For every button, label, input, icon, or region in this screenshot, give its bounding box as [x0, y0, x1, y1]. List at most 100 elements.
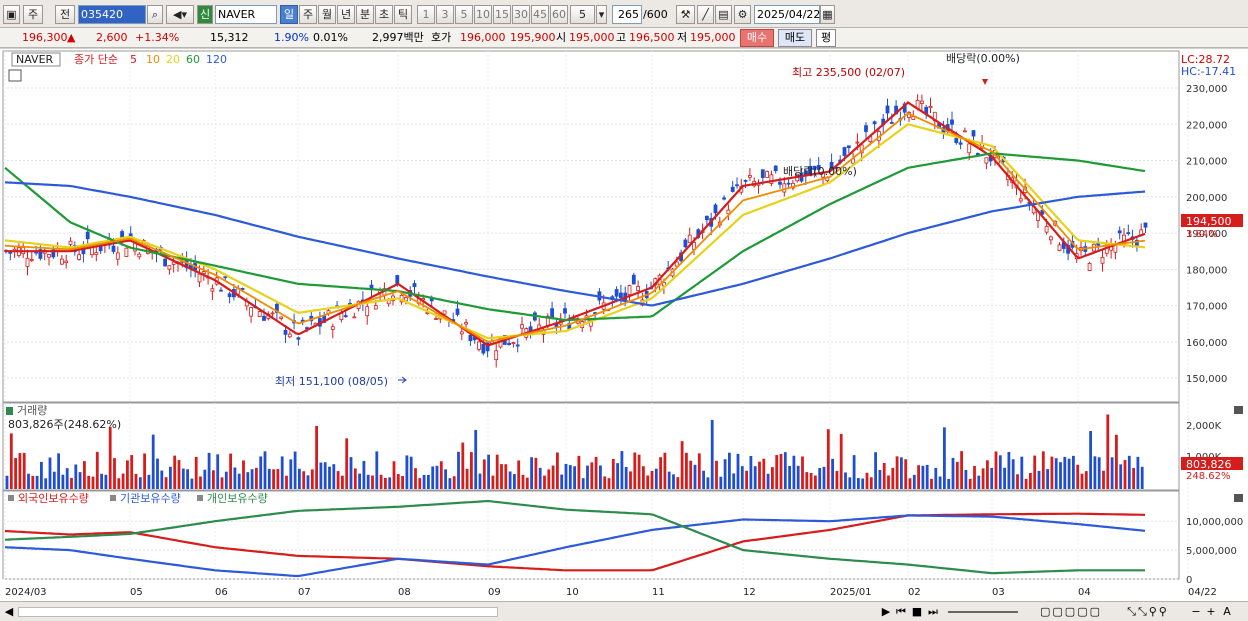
interval-15[interactable]: 15	[493, 5, 511, 24]
candle-body	[928, 105, 933, 109]
volume-bar	[697, 453, 701, 489]
draw-line-icon[interactable]: ╱	[697, 5, 714, 24]
speaker-icon[interactable]: ◀▾	[166, 5, 194, 24]
interval-dropdown-icon[interactable]: ▾	[596, 5, 607, 24]
current-pct-tag: 3.84%	[1186, 229, 1218, 240]
candle-body	[459, 331, 464, 335]
volume-bar	[998, 455, 1002, 489]
scroll-left-icon[interactable]: ◀	[4, 605, 14, 618]
candle-body	[674, 261, 679, 267]
period-0[interactable]: 일	[280, 5, 298, 24]
volume-bar	[405, 455, 409, 489]
ma-10-line	[4, 112, 1146, 343]
font-size-button[interactable]: A	[1223, 605, 1231, 618]
volume-close-icon	[1234, 406, 1243, 414]
volume-bar	[943, 427, 946, 489]
volume-bar	[83, 461, 86, 489]
period-2[interactable]: 월	[318, 5, 336, 24]
period-5[interactable]: 초	[375, 5, 393, 24]
scrollbar-track[interactable]	[18, 607, 498, 617]
interval-60[interactable]: 60	[550, 5, 568, 24]
volume-bar	[353, 468, 357, 489]
type-button[interactable]: 주	[23, 5, 43, 24]
volume-bar	[766, 473, 770, 489]
candle-body	[29, 259, 34, 261]
volume-bar	[138, 477, 142, 489]
volume-tag-text: 803,826	[1186, 458, 1232, 471]
volume-bar	[328, 466, 331, 489]
candle-body	[778, 181, 782, 185]
volume-bar	[44, 478, 48, 489]
volume-bar	[194, 456, 198, 489]
current-price-tag-text: 194,500	[1186, 215, 1232, 228]
holdings-close-icon	[1234, 494, 1243, 502]
candle-body	[455, 308, 460, 315]
chart-svg: 230,000 220,000 210,000 200,000 190,000 180,0…	[2, 50, 1243, 598]
volume-bar	[267, 468, 271, 489]
candle-body	[412, 283, 417, 288]
interval-value[interactable]: 5	[570, 5, 595, 24]
candle-body	[855, 141, 860, 144]
candle-body	[442, 310, 447, 315]
volume-bar	[255, 467, 258, 489]
volume-bar	[470, 452, 473, 489]
volume-bar	[1016, 474, 1019, 489]
interval-5[interactable]: 5	[455, 5, 473, 24]
volume-bar	[994, 451, 998, 489]
interval-1[interactable]: 1	[417, 5, 435, 24]
high-price: 196,500	[629, 31, 675, 44]
x-tick-label: 06	[215, 587, 228, 598]
interval-30[interactable]: 30	[512, 5, 530, 24]
volume-tag	[1181, 457, 1243, 470]
sell-button[interactable]: 매도	[778, 29, 812, 47]
volume-bar	[590, 462, 594, 489]
x-tick-label: 12	[743, 587, 756, 598]
volume-bar	[603, 476, 607, 489]
zoom-out-button[interactable]: −	[1191, 605, 1201, 618]
volume-bar	[358, 473, 361, 489]
interval-45[interactable]: 45	[531, 5, 549, 24]
zoom-in-button[interactable]: +	[1206, 605, 1216, 618]
volume-bar	[371, 475, 374, 489]
buy-button[interactable]: 매수	[740, 29, 774, 47]
volume-bar	[560, 474, 564, 489]
code-input[interactable]: 035420	[78, 5, 146, 24]
prev-button[interactable]: 전	[55, 5, 75, 24]
volume-bar	[70, 477, 73, 489]
save-icon[interactable]: ▤	[715, 5, 732, 24]
volume-bar	[753, 466, 757, 489]
period-4[interactable]: 분	[356, 5, 374, 24]
count-input[interactable]: 265	[612, 5, 642, 24]
volume-bar	[917, 465, 920, 489]
volume-bar	[1136, 456, 1140, 489]
chart-tools-icon[interactable]: ⚒	[676, 5, 695, 24]
interval-3[interactable]: 3	[436, 5, 454, 24]
volume-bar	[616, 463, 619, 489]
eval-button[interactable]: 평	[816, 29, 836, 47]
rewind-icon[interactable]: ⏮	[896, 605, 906, 618]
layout-icon[interactable]: ▣	[3, 5, 20, 24]
stop-icon[interactable]: ■	[911, 605, 923, 618]
date-input[interactable]: 2025/04/22	[754, 5, 820, 24]
calendar-icon[interactable]: ▦	[820, 5, 835, 24]
volume-bar	[1063, 456, 1067, 489]
credit-badge[interactable]: 신	[197, 5, 213, 24]
search-icon[interactable]: ⌕	[147, 5, 163, 24]
period-3[interactable]: 년	[337, 5, 355, 24]
candle-body	[51, 249, 56, 258]
volume-bar	[500, 464, 503, 489]
candle-body	[115, 252, 120, 260]
interval-10[interactable]: 10	[474, 5, 492, 24]
scroll-right-icon[interactable]: ▶	[881, 605, 891, 618]
chart-area[interactable]: 230,000 220,000 210,000 200,000 190,000 180,0…	[0, 49, 1248, 602]
settings-icon[interactable]: ⚙	[734, 5, 751, 24]
period-6[interactable]: 틱	[394, 5, 412, 24]
tool-icons[interactable]: ⤡⤡⚲⚲	[1127, 605, 1169, 618]
chart-type-icons[interactable]: ▢▢▢▢▢	[1040, 605, 1102, 618]
count-total: /600	[643, 8, 668, 21]
period-1[interactable]: 주	[299, 5, 317, 24]
speed-slider[interactable]	[948, 611, 1018, 613]
forward-icon[interactable]: ⏭	[928, 605, 938, 618]
candle-body	[687, 234, 692, 244]
candle-body	[77, 254, 81, 260]
